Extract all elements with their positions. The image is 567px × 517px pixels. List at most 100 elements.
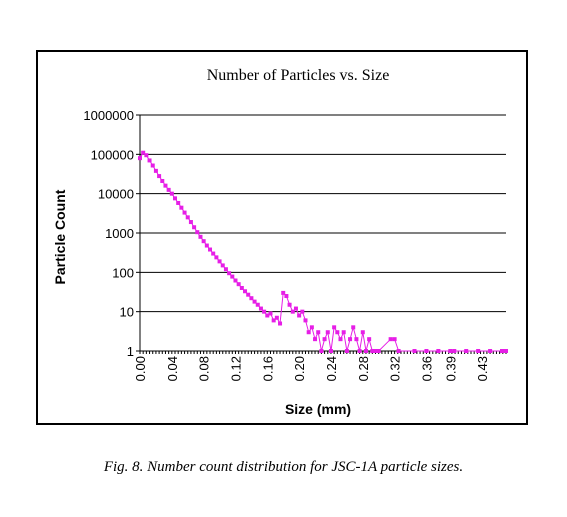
y-tick-labels: 1 10 100 1000 10000 100000 1000000 <box>83 108 134 359</box>
x-axis-label: Size (mm) <box>285 401 351 417</box>
data-point <box>325 330 330 335</box>
data-point <box>322 337 327 342</box>
data-point <box>255 302 260 307</box>
data-point <box>220 263 225 268</box>
data-point <box>351 325 356 330</box>
data-point <box>392 337 397 342</box>
data-point <box>258 306 263 311</box>
data-point <box>185 215 190 220</box>
x-tick-labels: 0.00 0.04 0.08 0.12 0.16 0.20 0.24 0.28 0.32 0.36… <box>133 356 490 381</box>
data-point <box>344 349 349 353</box>
data-point <box>290 309 295 314</box>
y-tick-label: 100000 <box>91 147 134 162</box>
data-point <box>300 309 305 314</box>
x-tick-label: 0.08 <box>197 356 212 381</box>
y-tick-label: 1000000 <box>83 108 134 123</box>
data-point <box>316 330 321 335</box>
data-point <box>265 313 270 318</box>
y-tick-label: 1000 <box>105 226 134 241</box>
data-point <box>246 292 251 297</box>
data-point <box>204 243 209 248</box>
x-tick-label: 0.04 <box>165 356 180 381</box>
data-point <box>360 330 365 335</box>
data-point <box>214 255 219 260</box>
chart-title: Number of Particles vs. Size <box>207 67 390 84</box>
data-point <box>338 337 343 342</box>
x-tick-label: 0.36 <box>419 356 434 381</box>
data-point <box>328 349 333 353</box>
data-point <box>373 349 378 353</box>
data-point <box>424 349 429 353</box>
data-point <box>488 349 493 353</box>
data-point <box>163 183 168 188</box>
x-tick-label: 0.16 <box>260 356 275 381</box>
data-point <box>211 251 216 256</box>
axes <box>136 114 507 354</box>
data-point <box>182 210 187 215</box>
data-point <box>313 337 318 342</box>
data-point <box>252 299 257 304</box>
y-tick-label: 10 <box>120 305 134 320</box>
data-point <box>332 325 337 330</box>
data-point <box>341 330 346 335</box>
data-point <box>160 178 165 183</box>
data-point <box>217 259 222 264</box>
data-point <box>504 349 508 353</box>
y-tick-label: 1 <box>127 344 134 359</box>
data-point <box>354 337 359 342</box>
data-point <box>147 158 152 163</box>
data-point <box>335 330 340 335</box>
chart: Number of Particles vs. Size Particle Co… <box>52 67 508 417</box>
data-point <box>223 267 228 272</box>
data-point <box>192 225 197 230</box>
x-tick-label: 0.28 <box>356 356 371 381</box>
data-point <box>239 285 244 290</box>
x-tick-label: 0.32 <box>388 356 403 381</box>
x-tick-label: 0.43 <box>475 356 490 381</box>
y-axis-label: Particle Count <box>52 189 68 284</box>
x-tick-label: 0.39 <box>443 356 458 381</box>
data-point <box>153 168 158 173</box>
data-point <box>309 325 314 330</box>
y-tick-label: 100 <box>112 265 134 280</box>
data-point <box>388 337 393 342</box>
data-point <box>363 349 368 353</box>
data-point <box>448 349 453 353</box>
gridlines <box>140 114 506 352</box>
data-point <box>370 349 375 353</box>
data-point <box>195 230 200 235</box>
data-point <box>141 150 146 155</box>
data-point <box>297 313 302 318</box>
data-point <box>274 315 279 320</box>
x-tick-label: 0.00 <box>133 356 148 381</box>
data-point <box>348 337 353 342</box>
data-point <box>452 349 457 353</box>
y-tick-label: 10000 <box>98 187 134 202</box>
data-point <box>268 311 273 316</box>
data-point <box>230 274 235 279</box>
data-point <box>500 349 505 353</box>
x-tick-label: 0.24 <box>324 356 339 381</box>
x-tick-label: 0.12 <box>228 356 243 381</box>
data-point <box>271 318 276 323</box>
data-point <box>169 191 174 196</box>
data-point <box>243 289 248 294</box>
data-point <box>278 321 283 326</box>
data-point <box>357 349 362 353</box>
data-point <box>262 309 267 314</box>
data-point <box>287 302 292 307</box>
data-point <box>464 349 469 353</box>
data-point <box>150 163 155 168</box>
data-point <box>293 306 298 311</box>
chart-frame: Number of Particles vs. Size Particle Co… <box>36 50 528 425</box>
data-point <box>166 187 171 192</box>
data-point <box>176 200 181 205</box>
data-point <box>306 330 311 335</box>
data-point <box>303 318 308 323</box>
data-point <box>367 337 372 342</box>
data-point <box>157 174 162 179</box>
data-point <box>173 196 178 201</box>
data-point <box>233 278 238 283</box>
data-point <box>138 156 142 161</box>
data-point <box>198 234 203 239</box>
